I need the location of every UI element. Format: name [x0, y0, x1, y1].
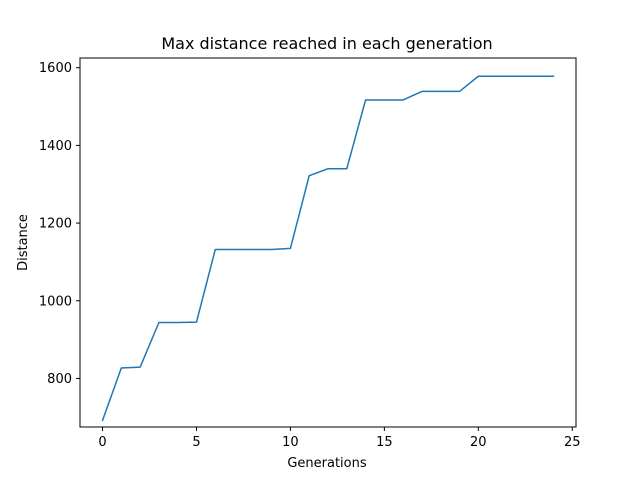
x-tick-label: 20	[470, 435, 487, 450]
series-layer	[101, 75, 555, 422]
y-tick-label: 1600	[39, 61, 72, 76]
x-axis-label: Generations	[287, 456, 367, 471]
y-tick-label: 1000	[39, 294, 72, 309]
axes-frame	[79, 57, 577, 428]
y-tick-label: 1200	[39, 217, 72, 232]
series-line-0	[101, 75, 555, 422]
x-tick-label: 0	[98, 435, 106, 450]
x-tick-label: 10	[282, 435, 299, 450]
chart-title: Max distance reached in each generation	[161, 34, 492, 53]
x-tick-label: 5	[192, 435, 200, 450]
x-tick-label: 15	[376, 435, 393, 450]
plot-area	[79, 57, 577, 428]
x-tick-label: 25	[564, 435, 581, 450]
y-axis-label: Distance	[16, 214, 31, 271]
x-axis-ticks: 0 5 10 15 20 25	[98, 427, 581, 450]
y-axis-ticks: 800 1000 1200 1400 1600	[39, 61, 80, 387]
y-tick-label: 1400	[39, 139, 72, 154]
y-tick-label: 800	[47, 372, 72, 387]
